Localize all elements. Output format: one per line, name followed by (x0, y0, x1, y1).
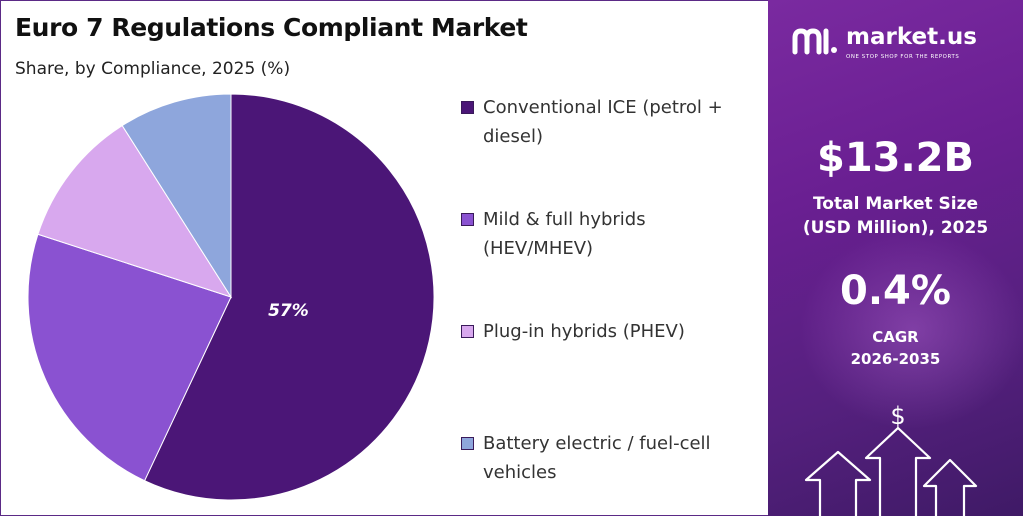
pie-slice-1 (27, 233, 232, 482)
arrow-up-icon (864, 426, 932, 516)
pie-slice-2 (37, 124, 233, 298)
market-size-label-line1: Total Market Size (812, 194, 979, 214)
cagr-label: CAGR (872, 328, 919, 346)
cagr-period: 2026-2035 (850, 350, 941, 368)
summary-panel: market.us ONE STOP SHOP FOR THE REPORTS … (768, 0, 1023, 516)
arrow-up-icon (804, 450, 872, 516)
pie-slice-3 (121, 93, 232, 299)
chart-panel: Euro 7 Regulations Compliant Market Shar… (0, 0, 768, 516)
legend-swatch (461, 437, 474, 450)
pie-chart: 57% (27, 93, 435, 501)
chart-subtitle: Share, by Compliance, 2025 (%) (15, 59, 291, 79)
brand: market.us ONE STOP SHOP FOR THE REPORTS (792, 24, 1012, 64)
legend-label: Battery electric / fuel-cell vehicles (483, 433, 711, 483)
pie-slice-0 (143, 93, 435, 501)
legend-label: Mild & full hybrids (HEV/MHEV) (483, 209, 646, 259)
legend-swatch (461, 213, 474, 226)
legend-label: Conventional ICE (petrol + diesel) (483, 97, 723, 147)
chart-title: Euro 7 Regulations Compliant Market (15, 13, 528, 42)
market-size-value: $13.2B (816, 135, 974, 181)
growth-arrows-decoration: $ (804, 402, 978, 516)
brand-tagline: ONE STOP SHOP FOR THE REPORTS (846, 54, 960, 60)
legend-label: Plug-in hybrids (PHEV) (483, 321, 685, 342)
slice-value-label-0: 57% (268, 301, 309, 321)
arrow-up-icon (922, 458, 978, 516)
background-glow (798, 230, 1023, 430)
cagr-value: 0.4% (840, 268, 951, 314)
legend-swatch (461, 325, 474, 338)
market-size-label-line2: (USD Million), 2025 (802, 218, 989, 238)
brand-name: market.us (846, 24, 977, 50)
dollar-icon: $ (890, 402, 905, 430)
legend-swatch (461, 101, 474, 114)
market-us-logo-icon (792, 28, 837, 55)
